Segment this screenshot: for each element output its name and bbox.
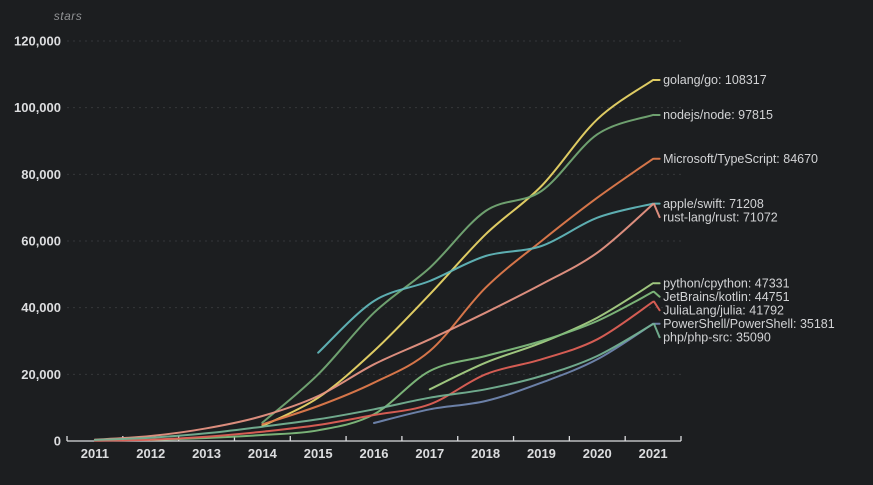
series-end-label-golang-go: golang/go: 108317 [663,73,767,87]
x-tick-label: 2017 [415,446,444,461]
leader-line-php-php-src [653,323,661,339]
x-tick-label: 2015 [304,446,333,461]
x-tick-label: 2019 [527,446,556,461]
y-tick-label: 0 [54,434,61,449]
x-tick-label: 2012 [136,446,165,461]
x-tick-label: 2016 [360,446,389,461]
y-tick-label: 80,000 [21,167,61,182]
series-line-julialang-julia [93,300,655,442]
x-tick-label: 2011 [81,446,109,461]
y-axis-title: stars [53,9,83,23]
x-tick-label: 2020 [583,446,612,461]
series-line-microsoft-typescript [261,157,655,426]
series-end-label-python-cpython: python/cpython: 47331 [663,276,790,290]
series-line-php-php-src [93,323,655,441]
leader-line-jetbrains-kotlin [653,290,661,298]
leader-line-rust-lang-rust [653,203,661,219]
series-line-apple-swift [317,202,655,354]
series-line-jetbrains-kotlin [149,290,655,441]
series-line-python-cpython [428,282,655,391]
series-end-label-apple-swift: apple/swift: 71208 [663,197,764,211]
y-tick-label: 100,000 [14,100,61,115]
x-tick-label: 2014 [248,446,278,461]
series-line-nodejs-node [261,113,655,424]
series-line-powershell-powershell [373,322,655,424]
series-end-label-jetbrains-kotlin: JetBrains/kotlin: 44751 [663,290,790,304]
x-tick-label: 2013 [192,446,221,461]
y-tick-label: 20,000 [21,367,61,382]
series-end-label-nodejs-node: nodejs/node: 97815 [663,108,773,122]
x-tick-label: 2021 [639,446,668,461]
series-end-label-rust-lang-rust: rust-lang/rust: 71072 [663,210,778,224]
y-tick-label: 40,000 [21,300,61,315]
series-end-label-php-php-src: php/php-src: 35090 [663,330,771,344]
series-end-label-powershell-powershell: PowerShell/PowerShell: 35181 [663,317,835,331]
series-end-label-julialang-julia: JuliaLang/julia: 41792 [663,303,784,317]
series-end-label-microsoft-typescript: Microsoft/TypeScript: 84670 [663,152,818,166]
series-line-rust-lang-rust [93,203,655,441]
x-tick-label: 2018 [471,446,500,461]
y-tick-label: 60,000 [21,234,61,249]
leader-line-julialang-julia [653,300,661,312]
y-tick-label: 120,000 [14,34,61,49]
